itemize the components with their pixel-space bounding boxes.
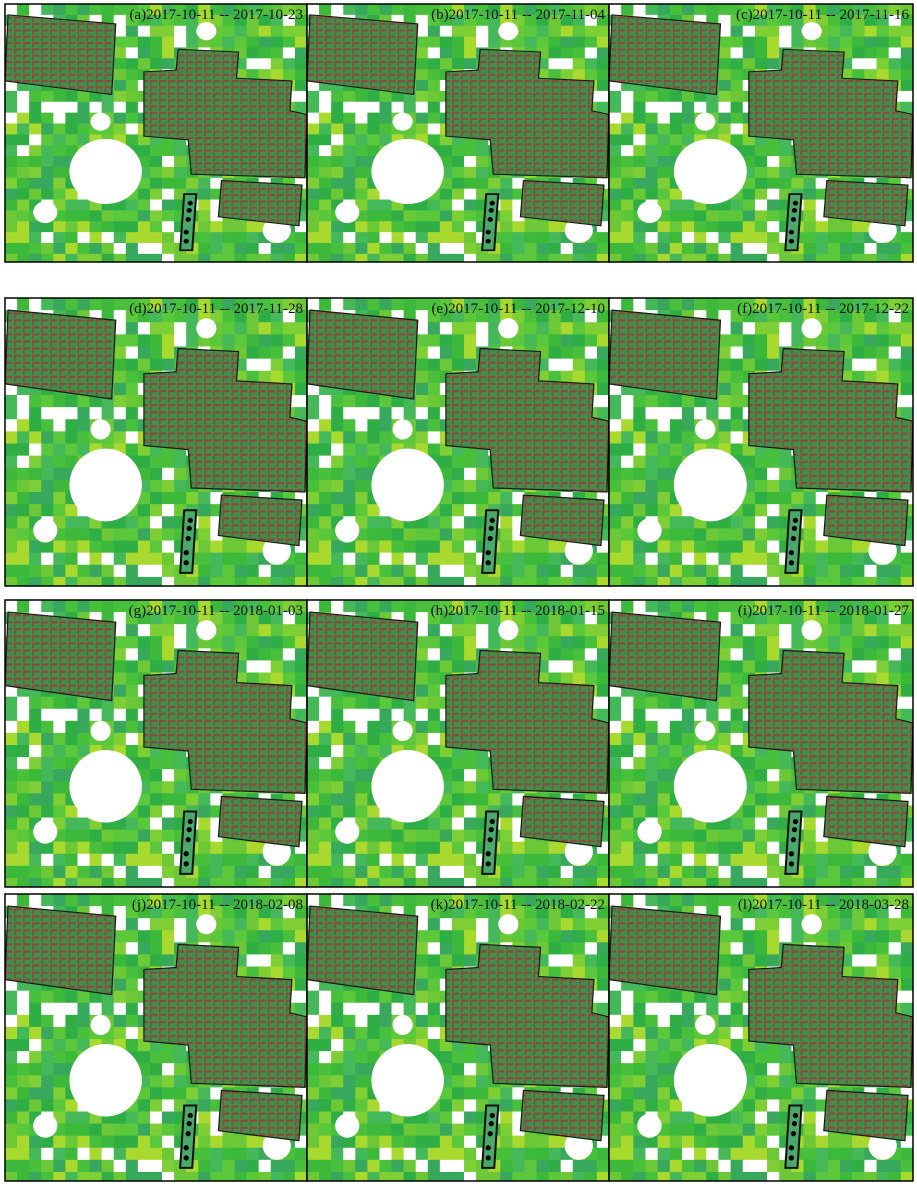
panel-label: (f)2017-10-11 -- 2017-12-22 (737, 301, 909, 317)
map-image (609, 894, 914, 1185)
map-panel: (f)2017-10-11 -- 2017-12-22 (609, 298, 914, 590)
map-panel: (g)2017-10-11 -- 2018-01-03 (5, 600, 308, 891)
panel-label: (i)2017-10-11 -- 2018-01-27 (738, 603, 910, 619)
map-panel: (h)2017-10-11 -- 2018-01-15 (307, 600, 610, 891)
map-panel: (k)2017-10-11 -- 2018-02-22 (307, 894, 610, 1185)
map-image (307, 298, 610, 590)
panel-label: (a)2017-10-11 -- 2017-10-23 (129, 7, 303, 23)
panel-label: (k)2017-10-11 -- 2018-02-22 (431, 897, 605, 913)
panel-label: (e)2017-10-11 -- 2017-12-10 (431, 301, 605, 317)
map-image (609, 4, 914, 265)
panel-label: (h)2017-10-11 -- 2018-01-15 (431, 603, 605, 619)
panel-label: (l)2017-10-11 -- 2018-03-28 (738, 897, 909, 913)
map-panel: (d)2017-10-11 -- 2017-11-28 (5, 298, 308, 590)
map-image (307, 4, 610, 265)
figure: (a)2017-10-11 -- 2017-10-23 (b)2017-10-11… (0, 0, 917, 1185)
map-panel: (j)2017-10-11 -- 2018-02-08 (5, 894, 308, 1185)
map-image (5, 298, 308, 590)
panel-label: (c)2017-10-11 -- 2017-11-16 (736, 7, 910, 23)
map-panel: (c)2017-10-11 -- 2017-11-16 (609, 4, 914, 265)
map-image (307, 600, 610, 891)
map-image (609, 600, 914, 891)
map-image (5, 600, 308, 891)
map-panel: (b)2017-10-11 -- 2017-11-04 (307, 4, 610, 265)
map-panel: (e)2017-10-11 -- 2017-12-10 (307, 298, 610, 590)
panel-label: (d)2017-10-11 -- 2017-11-28 (129, 301, 303, 317)
map-image (307, 894, 610, 1185)
panel-label: (b)2017-10-11 -- 2017-11-04 (431, 7, 605, 23)
panel-label: (g)2017-10-11 -- 2018-01-03 (129, 603, 303, 619)
map-panel: (a)2017-10-11 -- 2017-10-23 (5, 4, 308, 265)
map-panel: (l)2017-10-11 -- 2018-03-28 (609, 894, 914, 1185)
panel-label: (j)2017-10-11 -- 2018-02-08 (132, 897, 303, 913)
map-image (609, 298, 914, 590)
map-image (5, 894, 308, 1185)
map-panel: (i)2017-10-11 -- 2018-01-27 (609, 600, 914, 891)
map-image (5, 4, 308, 265)
